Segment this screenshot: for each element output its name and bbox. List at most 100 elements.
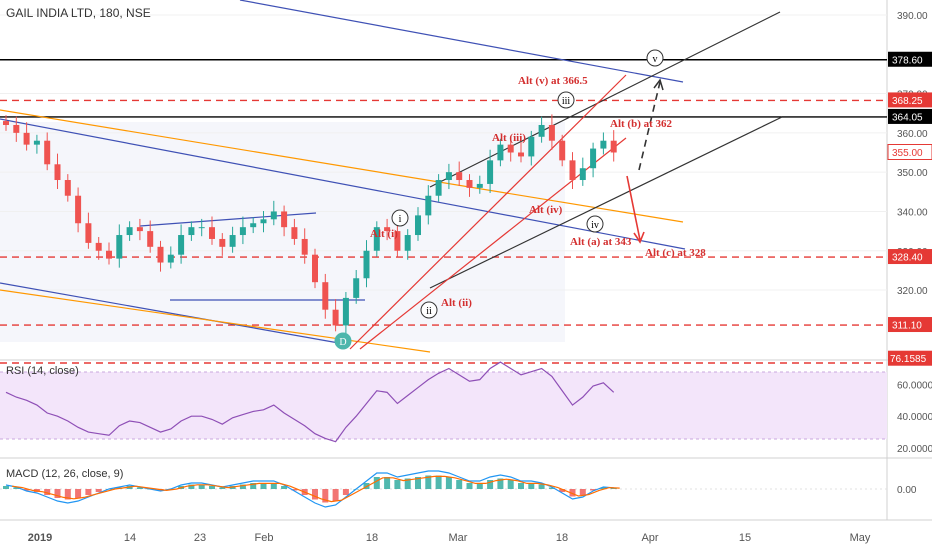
trend-line xyxy=(429,11,781,188)
macd-bar xyxy=(64,489,71,500)
macd-bar xyxy=(497,478,504,489)
candle-body xyxy=(75,195,82,224)
candle-body xyxy=(476,183,483,188)
macd-bar xyxy=(239,484,246,489)
wave-annotation: Alt (b) at 362 xyxy=(610,118,673,130)
series xyxy=(3,114,620,508)
wave-label: iv xyxy=(591,220,599,231)
candle-body xyxy=(425,195,432,216)
candle-body xyxy=(528,136,535,157)
y-tick-label: 350.00 xyxy=(897,168,928,179)
wave-annotation: Alt (ii) xyxy=(441,297,472,309)
candle-body xyxy=(538,124,545,137)
candle-body xyxy=(404,235,411,251)
x-tick-label: 18 xyxy=(556,532,568,544)
candle-body xyxy=(415,215,421,236)
wave-annotation: Alt (iv) xyxy=(529,204,563,216)
x-tick-label: May xyxy=(850,532,871,544)
level-tag xyxy=(888,108,932,124)
candle-body xyxy=(229,235,236,247)
macd-bar xyxy=(538,484,545,489)
candle-body xyxy=(600,140,607,149)
candle-body xyxy=(363,250,370,279)
candle-body xyxy=(281,211,288,228)
y-tick-label: 390.00 xyxy=(897,11,928,22)
axes: 390.00370.00360.00350.00340.00330.00320.… xyxy=(28,11,932,544)
wave-annotation: Alt (a) at 343 xyxy=(570,236,632,248)
trend-line xyxy=(349,74,627,350)
macd-bar xyxy=(209,486,215,489)
level-tag xyxy=(888,317,932,333)
candle-body xyxy=(270,211,277,220)
wave-marker xyxy=(420,301,438,319)
trend-line xyxy=(0,118,686,250)
macd-bar xyxy=(23,489,30,491)
rsi-tick-label: 40.0000 xyxy=(897,412,932,423)
macd-bar xyxy=(95,489,102,492)
candle-body xyxy=(456,172,463,181)
candle-body xyxy=(219,238,226,247)
level-tag xyxy=(888,92,932,108)
candle-body xyxy=(250,223,257,228)
x-tick-label: Apr xyxy=(641,532,658,544)
candle-body xyxy=(569,160,576,181)
x-tick-label: Feb xyxy=(255,532,274,544)
rsi-title: RSI (14, close) xyxy=(6,365,79,377)
candle-body xyxy=(44,140,51,165)
candle-body xyxy=(126,227,133,236)
level-tag-text: 378.60 xyxy=(892,55,923,66)
macd-bar xyxy=(44,489,51,495)
rsi-band xyxy=(0,372,887,439)
chart-title: GAIL INDIA LTD, 180, NSE xyxy=(6,6,151,20)
signal-line xyxy=(11,475,620,503)
candle-body xyxy=(106,250,112,259)
trend-line xyxy=(0,109,684,223)
candle-body xyxy=(610,140,617,153)
level-tag-text: 355.00 xyxy=(892,148,923,159)
macd-bar xyxy=(415,477,421,489)
x-tick-label: 2019 xyxy=(28,532,52,544)
macd-bar xyxy=(198,484,205,489)
candle-body xyxy=(13,124,20,133)
macd-bar xyxy=(600,487,607,489)
candle-body xyxy=(487,160,494,184)
trend-line xyxy=(239,0,684,83)
macd-bar xyxy=(332,489,339,501)
candle-body xyxy=(384,227,391,232)
candle-body xyxy=(54,164,61,181)
y-tick-label: 360.00 xyxy=(897,129,928,140)
level-tag-text: 368.25 xyxy=(892,96,923,107)
macd-bar xyxy=(569,489,576,497)
candle-body xyxy=(312,254,318,283)
y-tick-label: 340.00 xyxy=(897,207,928,218)
candle-body xyxy=(445,172,452,181)
wave-marker xyxy=(586,215,604,233)
trend-line xyxy=(429,116,783,289)
macd-bar xyxy=(260,483,267,489)
candle-body xyxy=(291,227,298,239)
candle-body xyxy=(23,132,30,145)
macd-bar xyxy=(476,483,483,489)
wave-marker xyxy=(334,332,352,350)
macd-bar xyxy=(75,489,82,498)
projection-up xyxy=(638,81,661,171)
x-tick-label: 23 xyxy=(194,532,206,544)
y-tick-label: 320.00 xyxy=(897,286,928,297)
macd-bar xyxy=(188,484,195,489)
macd-bar xyxy=(559,489,566,492)
projection-down xyxy=(626,175,641,241)
wave-annotation: Alt (iii) xyxy=(492,132,526,144)
macd-bar xyxy=(548,487,555,489)
candle-body xyxy=(590,148,597,169)
candle-body xyxy=(260,219,267,224)
labels: RSI (14, close)MACD (12, 26, close, 9)ii… xyxy=(6,49,706,480)
macd-bar xyxy=(394,480,401,489)
macd-bar xyxy=(528,483,535,489)
arrow-head xyxy=(653,78,664,91)
macd-bar xyxy=(3,486,9,489)
macd-bar xyxy=(466,483,473,489)
candle-body xyxy=(239,227,246,236)
wave-label: ii xyxy=(426,306,432,317)
wave-label: i xyxy=(399,214,402,225)
x-tick-label: 15 xyxy=(739,532,751,544)
